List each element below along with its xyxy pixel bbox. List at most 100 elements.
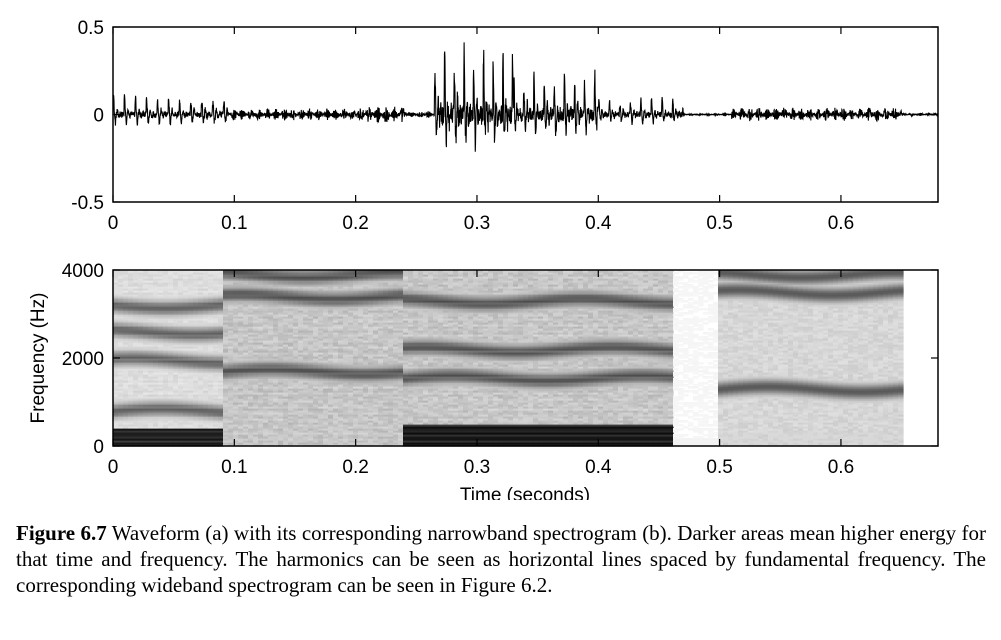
spectrogram-cell bbox=[203, 370, 209, 373]
spectrogram-cell bbox=[223, 324, 229, 327]
spectrogram-cell bbox=[298, 424, 304, 427]
spectrogram-cell bbox=[358, 294, 364, 297]
spectrogram-cell bbox=[218, 376, 224, 379]
spectrogram-cell bbox=[278, 294, 284, 297]
spectrogram-cell bbox=[198, 328, 204, 331]
spectrogram-cell bbox=[113, 392, 119, 395]
spectrogram-cell bbox=[158, 342, 164, 345]
spectrogram-cell bbox=[273, 434, 279, 437]
spectrogram-cell bbox=[133, 302, 139, 305]
spectrogram-cell bbox=[173, 294, 179, 297]
spectrogram-cell bbox=[218, 360, 224, 363]
spectrogram-cell bbox=[378, 280, 384, 283]
spectrogram-cell bbox=[208, 352, 214, 355]
spectrogram-cell bbox=[143, 350, 149, 353]
spectrogram-cell bbox=[228, 286, 234, 289]
spectrogram-cell bbox=[113, 390, 119, 393]
spectrogram-cell bbox=[118, 294, 124, 297]
spectrogram-cell bbox=[358, 442, 364, 445]
spectrogram-cell bbox=[333, 308, 339, 311]
spectrogram-cell bbox=[238, 376, 244, 379]
spectrogram-cell bbox=[113, 278, 119, 281]
spectrogram-cell bbox=[378, 426, 384, 429]
spectrogram-cell bbox=[183, 386, 189, 389]
spectrogram-cell bbox=[158, 428, 164, 431]
spectrogram-cell bbox=[208, 374, 214, 377]
spectrogram-cell bbox=[278, 440, 284, 443]
spectrogram-cell bbox=[383, 388, 389, 391]
spectrogram-cell bbox=[193, 312, 199, 315]
spectrogram-cell bbox=[198, 406, 204, 409]
spectrogram-cell bbox=[258, 384, 264, 387]
spectrogram-cell bbox=[228, 408, 234, 411]
spectrogram-cell bbox=[368, 386, 374, 389]
spectrogram-cell bbox=[233, 300, 239, 303]
spectrogram-cell bbox=[323, 304, 329, 307]
spectrogram-cell bbox=[343, 384, 349, 387]
spectrogram-cell bbox=[333, 428, 339, 431]
spectrogram-cell bbox=[263, 442, 269, 445]
spectrogram-cell bbox=[163, 296, 169, 299]
spectrogram-cell bbox=[198, 294, 204, 297]
spectrogram-cell bbox=[348, 344, 354, 347]
spectrogram-cell bbox=[323, 380, 329, 383]
spectrogram-cell bbox=[118, 420, 124, 423]
spectrogram-cell bbox=[113, 354, 119, 357]
spectrogram-cell bbox=[138, 348, 144, 351]
spectrogram-cell bbox=[288, 396, 294, 399]
spectrogram-cell bbox=[118, 336, 124, 339]
spectrogram-cell bbox=[198, 282, 204, 285]
spectrogram-cell bbox=[353, 316, 359, 319]
spectrogram-cell bbox=[123, 348, 129, 351]
spectrogram-cell bbox=[213, 364, 219, 367]
waveform-line bbox=[112, 42, 939, 152]
spectrogram-cell bbox=[378, 272, 384, 275]
spectrogram-cell bbox=[298, 344, 304, 347]
spectrogram-cell bbox=[153, 302, 159, 305]
spectrogram-cell bbox=[358, 368, 364, 371]
spectrogram-cell bbox=[293, 310, 299, 313]
spectrogram-cell bbox=[118, 332, 124, 335]
spectrogram-cell bbox=[203, 286, 209, 289]
spectrogram-cell bbox=[163, 336, 169, 339]
spectrogram-cell bbox=[268, 404, 274, 407]
spectrogram-cell bbox=[168, 400, 174, 403]
spectrogram-cell bbox=[228, 274, 234, 277]
spectrogram-cell bbox=[198, 280, 204, 283]
spectrogram-cell bbox=[128, 322, 134, 325]
spectrogram-cell bbox=[173, 436, 179, 439]
spectrogram-cell bbox=[148, 404, 154, 407]
spectrogram-cell bbox=[138, 316, 144, 319]
spectrogram-cell bbox=[218, 436, 224, 439]
spectrogram-cell bbox=[178, 378, 184, 381]
spectrogram-cell bbox=[163, 390, 169, 393]
spectrogram-cell bbox=[118, 290, 124, 293]
spectrogram-cell bbox=[393, 438, 399, 441]
spectrogram-cell bbox=[128, 412, 134, 415]
spectrogram-cell bbox=[393, 404, 399, 407]
spectrogram-cell bbox=[138, 418, 144, 421]
spectrogram-cell bbox=[243, 352, 249, 355]
spectrogram-cell bbox=[113, 302, 119, 305]
spectrogram-cell bbox=[128, 426, 134, 429]
spectrogram-cell bbox=[328, 312, 334, 315]
spectrogram-cell bbox=[358, 270, 364, 273]
spectrogram-cell bbox=[368, 368, 374, 371]
spectrogram-cell bbox=[283, 334, 289, 337]
spectrogram-cell bbox=[153, 352, 159, 355]
spectrogram-cell bbox=[138, 368, 144, 371]
spectrogram-cell bbox=[268, 380, 274, 383]
spectrogram-cell bbox=[308, 302, 314, 305]
spectrogram-cell bbox=[118, 426, 124, 429]
spectrogram-cell bbox=[388, 312, 394, 315]
spectrogram-cell bbox=[233, 310, 239, 313]
spectrogram-cell bbox=[208, 412, 214, 415]
spectrogram-cell bbox=[153, 312, 159, 315]
spectrogram-cell bbox=[283, 364, 289, 367]
spectrogram-cell bbox=[258, 308, 264, 311]
spectrogram-cell bbox=[348, 360, 354, 363]
spectrogram-cell bbox=[138, 270, 144, 273]
spectrogram-cell bbox=[358, 432, 364, 435]
spectrogram-cell bbox=[138, 356, 144, 359]
spectrogram-cell bbox=[273, 392, 279, 395]
